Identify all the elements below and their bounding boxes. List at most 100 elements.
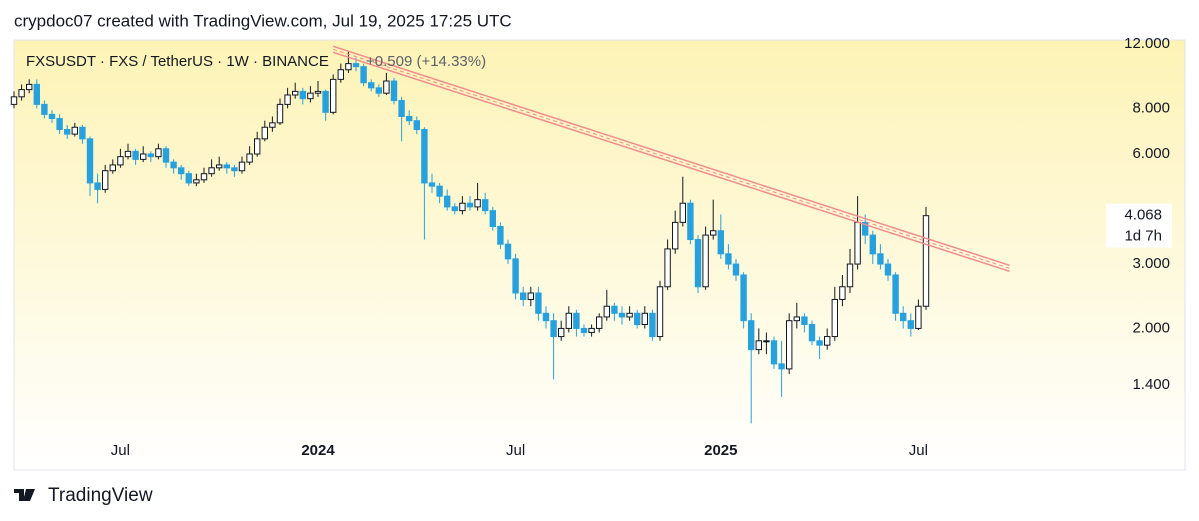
candle-body: [170, 161, 177, 169]
candle-body: [231, 167, 238, 172]
candle-body: [915, 305, 922, 329]
candle-body: [755, 340, 762, 351]
candle-body: [185, 173, 193, 184]
candle-body: [86, 138, 94, 184]
candle-body: [846, 263, 854, 288]
candle-body: [474, 199, 481, 208]
candle-body: [360, 66, 367, 84]
candle-body: [451, 206, 459, 212]
candle-body: [337, 69, 345, 80]
y-tick-label: 3.000: [1132, 255, 1170, 272]
candle-body: [132, 150, 139, 160]
candle-body: [877, 253, 884, 265]
candle-body: [345, 63, 352, 71]
marks: [10, 45, 1010, 424]
symbol: FXSUSDT · FXS / TetherUS · 1W · BINANCE: [26, 53, 329, 70]
candle-body: [276, 103, 284, 124]
candle-body: [428, 182, 436, 187]
candle-body: [656, 286, 664, 338]
candle-body: [808, 324, 816, 342]
candle-body: [238, 161, 246, 172]
candle-body: [520, 292, 527, 300]
candle-body: [900, 312, 907, 322]
candle-body: [702, 234, 709, 288]
candle-body: [421, 129, 428, 184]
candle-body: [892, 274, 899, 314]
candle-body: [368, 82, 375, 89]
candle-body: [839, 286, 846, 300]
candle-body: [573, 312, 580, 329]
logo: TradingView: [14, 485, 153, 506]
trendline-edge: [332, 45, 1010, 267]
candle-body: [162, 148, 170, 163]
candle-body: [269, 122, 276, 128]
candle-body: [512, 258, 519, 294]
candle-body: [489, 210, 497, 228]
candle-body: [71, 126, 78, 135]
candle-body: [292, 90, 299, 96]
candle-body: [786, 320, 793, 370]
candle-body: [664, 248, 671, 288]
x-tick-label: 2024: [301, 442, 335, 459]
brand: TradingView: [48, 485, 153, 506]
candle-body: [406, 115, 413, 122]
candle-body: [41, 103, 48, 115]
candle-body: [763, 340, 770, 343]
candle-body: [884, 263, 892, 276]
candle-body: [535, 292, 542, 314]
plot-background: [13, 39, 1186, 471]
candle-body: [155, 148, 162, 158]
candle-body: [48, 113, 56, 120]
candle-body: [102, 170, 109, 190]
candle-body: [748, 320, 755, 351]
candle-body: [216, 164, 223, 169]
candle-body: [314, 90, 322, 94]
candle-body: [869, 234, 876, 255]
candle-body: [824, 336, 831, 346]
candle-body: [854, 221, 861, 265]
candle-body: [778, 363, 785, 370]
last-price: 4.068: [1124, 207, 1162, 224]
logo-icon: [14, 489, 35, 501]
candle-body: [831, 298, 838, 338]
candle-body: [254, 138, 261, 155]
candle-body: [18, 89, 25, 98]
candle-body: [147, 153, 155, 158]
candle-body: [375, 87, 383, 94]
candle-body: [56, 118, 63, 131]
candle-body: [33, 83, 40, 105]
candle-body: [550, 320, 557, 338]
candle-body: [816, 340, 823, 346]
y-tick-label: 2.000: [1132, 319, 1170, 336]
candle-body: [793, 316, 800, 322]
candle-body: [694, 239, 702, 288]
candle-body: [497, 226, 504, 245]
candle-body: [580, 327, 588, 333]
candle-body: [352, 63, 360, 68]
candle-body: [413, 120, 421, 131]
y-tick-label: 8.000: [1132, 99, 1170, 116]
candle-body: [398, 100, 405, 117]
candle-body: [565, 312, 572, 329]
candle-body: [907, 320, 914, 329]
y-tick-label: 12.000: [1124, 35, 1170, 52]
x-tick-label: Jul: [111, 442, 130, 459]
price-tag: [1106, 203, 1172, 248]
candle-body: [79, 126, 86, 140]
candle-body: [717, 230, 724, 255]
candle-body: [922, 215, 930, 307]
candle-body: [603, 305, 610, 318]
candle-body: [64, 129, 71, 135]
candle-body: [117, 156, 124, 166]
candle-body: [626, 312, 633, 318]
candle-body: [732, 263, 740, 276]
candle-body: [26, 83, 33, 91]
candle-body: [124, 150, 132, 158]
candle-body: [208, 167, 215, 175]
candle-body: [200, 173, 208, 181]
candle-body: [558, 327, 565, 338]
candle-body: [672, 221, 679, 250]
candle-body: [687, 202, 694, 241]
